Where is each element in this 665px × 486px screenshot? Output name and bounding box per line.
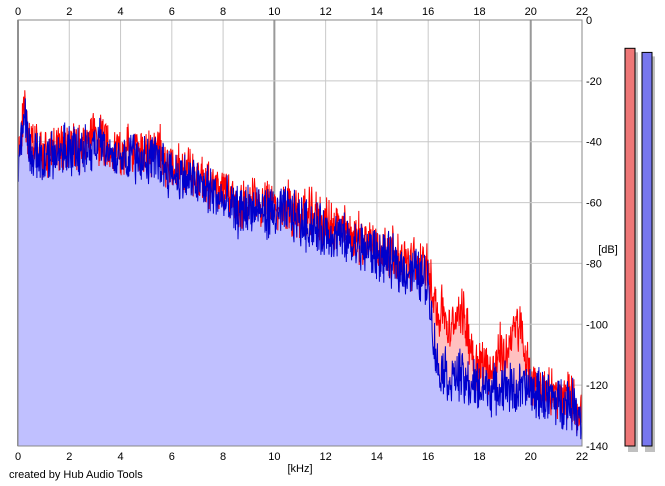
y-axis-label: [dB] xyxy=(598,244,618,256)
x-tick-label-top: 0 xyxy=(15,6,21,18)
x-tick-label-top: 4 xyxy=(117,6,123,18)
x-tick-label-top: 18 xyxy=(473,6,485,18)
y-tick-label: -80 xyxy=(586,258,602,270)
plot-frame xyxy=(17,19,583,447)
x-tick-label-bottom: 4 xyxy=(117,451,123,463)
x-tick-label-bottom: 6 xyxy=(169,451,175,463)
x-tick-label-bottom: 0 xyxy=(15,451,21,463)
x-tick-label-bottom: 14 xyxy=(371,451,383,463)
x-ticks-bottom: 0 2 4 6 8 10 12 14 16 18 20 22 xyxy=(15,451,588,463)
x-tick-label-top: 14 xyxy=(371,6,383,18)
series-area-1 xyxy=(18,98,582,447)
x-tick-label-bottom: 22 xyxy=(576,451,588,463)
y-tick-label: -40 xyxy=(586,137,602,149)
y-tick-label: -20 xyxy=(586,76,602,88)
x-tick-label-top: 16 xyxy=(422,6,434,18)
level-meters xyxy=(624,47,655,453)
y-ticks: 0 -20 -40 -60 -80 -100 -120 -140 xyxy=(586,15,608,453)
x-tick-label-bottom: 2 xyxy=(66,451,72,463)
spectrum-lines xyxy=(17,90,583,440)
x-tick-label-bottom: 16 xyxy=(422,451,434,463)
x-tick-label-top: 6 xyxy=(169,6,175,18)
credit-text: created by Hub Audio Tools xyxy=(9,469,143,481)
y-tick-label: -100 xyxy=(586,319,608,331)
x-tick-label-bottom: 8 xyxy=(220,451,226,463)
x-tick-label-top: 22 xyxy=(576,6,588,18)
x-tick-label-top: 8 xyxy=(220,6,226,18)
x-tick-label-bottom: 18 xyxy=(473,451,485,463)
x-tick-label-bottom: 10 xyxy=(268,451,280,463)
x-axis-label: [kHz] xyxy=(287,463,312,475)
x-tick-label-top: 12 xyxy=(320,6,332,18)
x-tick-label-top: 20 xyxy=(525,6,537,18)
y-tick-label: -120 xyxy=(586,380,608,392)
y-tick-label: 0 xyxy=(586,15,592,27)
y-tick-label: -60 xyxy=(586,198,602,210)
x-tick-label-top: 2 xyxy=(66,6,72,18)
y-tick-label: -140 xyxy=(586,441,608,453)
spectrum-areas xyxy=(18,90,582,447)
level-meter-right xyxy=(641,51,653,447)
x-tick-label-bottom: 12 xyxy=(320,451,332,463)
x-ticks-top: 0 2 4 6 8 10 12 14 16 18 20 22 xyxy=(15,6,588,18)
x-tick-label-top: 10 xyxy=(268,6,280,18)
level-meter-left xyxy=(624,47,636,447)
series-line-1 xyxy=(17,98,583,440)
x-tick-label-bottom: 20 xyxy=(525,451,537,463)
